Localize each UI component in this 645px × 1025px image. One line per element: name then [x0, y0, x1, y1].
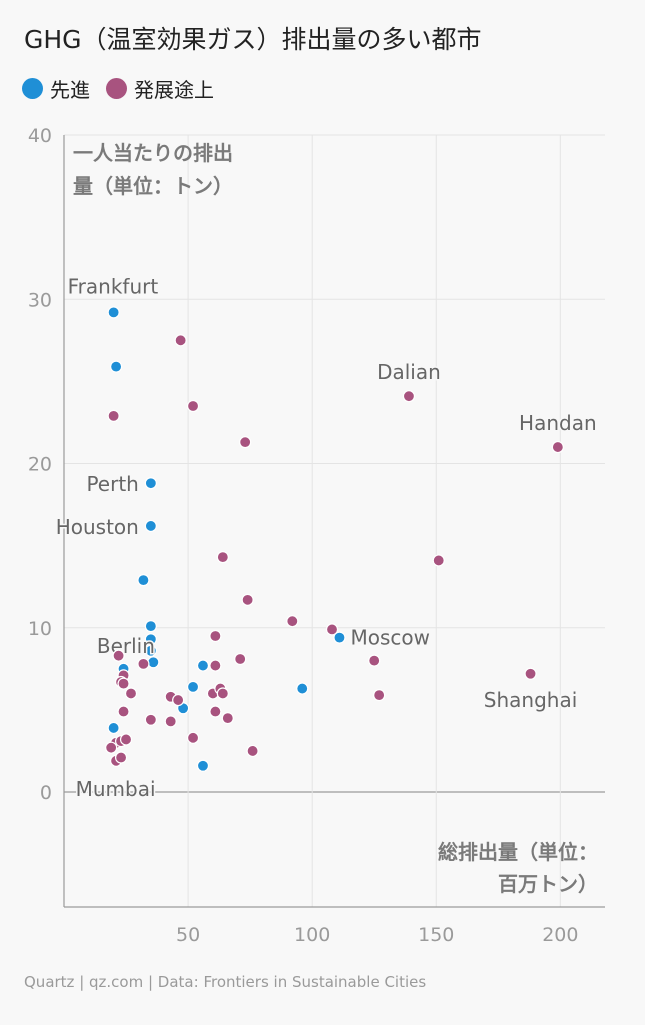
data-point — [112, 649, 125, 662]
point-label: Moscow — [350, 626, 430, 650]
data-point — [174, 334, 187, 347]
data-point — [117, 677, 130, 690]
point-label: Houston — [56, 515, 139, 539]
data-point — [221, 712, 234, 725]
data-point — [186, 399, 200, 413]
data-point — [144, 477, 157, 490]
data-point — [144, 620, 157, 633]
y-axis-label: 一人当たりの排出 — [73, 141, 233, 165]
data-point — [107, 721, 120, 735]
data-point — [286, 615, 299, 628]
y-tick-label: 10 — [28, 618, 52, 640]
point-label: Shanghai — [484, 688, 578, 712]
point-label: Frankfurt — [68, 274, 159, 298]
data-point — [137, 657, 150, 671]
data-point — [216, 551, 229, 564]
legend-label-developed: 先進 — [50, 78, 90, 102]
data-point — [117, 705, 130, 718]
data-point — [373, 689, 386, 702]
chart-title: GHG（温室効果ガス）排出量の多い都市 — [24, 25, 482, 54]
data-point — [124, 687, 138, 700]
point-label: Berlin — [97, 634, 155, 658]
data-point — [172, 693, 185, 707]
data-point — [296, 682, 309, 695]
legend-item-developed: 先進 — [22, 74, 90, 103]
y-tick-label: 40 — [28, 125, 52, 147]
point-label: Perth — [86, 472, 138, 496]
data-point — [209, 629, 222, 643]
data-point — [144, 519, 157, 533]
y-tick-label: 20 — [28, 454, 52, 476]
data-point — [524, 667, 537, 680]
point-label: Dalian — [377, 360, 441, 384]
data-point — [107, 306, 120, 319]
y-tick-label: 30 — [28, 289, 52, 311]
data-point — [432, 554, 445, 567]
data-point — [119, 733, 133, 746]
data-point — [368, 654, 381, 667]
data-point — [241, 593, 254, 606]
data-point — [137, 574, 150, 587]
data-point — [186, 731, 200, 744]
data-point — [209, 705, 222, 718]
x-tick-label: 150 — [418, 924, 454, 946]
source-note: Quartz | qz.com | Data: Frontiers in Sus… — [24, 973, 427, 991]
legend: 先進 発展途上 — [22, 74, 230, 103]
data-point — [186, 680, 200, 693]
data-point — [164, 715, 177, 728]
data-point — [246, 744, 259, 758]
x-tick-label: 50 — [176, 924, 200, 946]
data-point — [147, 656, 160, 669]
y-axis-label: 量（単位：トン） — [73, 174, 233, 198]
data-point — [144, 713, 157, 726]
x-axis-label: 百万トン） — [498, 872, 598, 896]
legend-label-developing: 発展途上 — [134, 78, 214, 102]
data-point — [402, 390, 416, 403]
legend-item-developing: 発展途上 — [106, 74, 214, 103]
data-point — [110, 360, 123, 373]
y-tick-label: 0 — [40, 782, 52, 804]
point-label: Handan — [519, 411, 597, 435]
data-point — [196, 759, 210, 772]
data-point — [333, 631, 346, 644]
data-point — [325, 623, 339, 636]
legend-swatch-developing — [106, 78, 127, 99]
data-point — [239, 436, 252, 449]
data-point — [144, 644, 157, 657]
data-point — [234, 652, 247, 666]
x-tick-label: 200 — [542, 924, 578, 946]
x-axis-label: 総排出量（単位： — [438, 840, 598, 864]
data-point — [107, 409, 120, 422]
data-point — [551, 440, 564, 454]
x-tick-label: 100 — [294, 924, 330, 946]
data-point — [196, 659, 210, 672]
data-point — [209, 659, 222, 672]
data-point — [216, 687, 229, 700]
data-point — [105, 741, 118, 754]
data-point — [114, 751, 128, 764]
legend-swatch-developed — [22, 78, 43, 99]
point-label: Mumbai — [76, 777, 156, 801]
